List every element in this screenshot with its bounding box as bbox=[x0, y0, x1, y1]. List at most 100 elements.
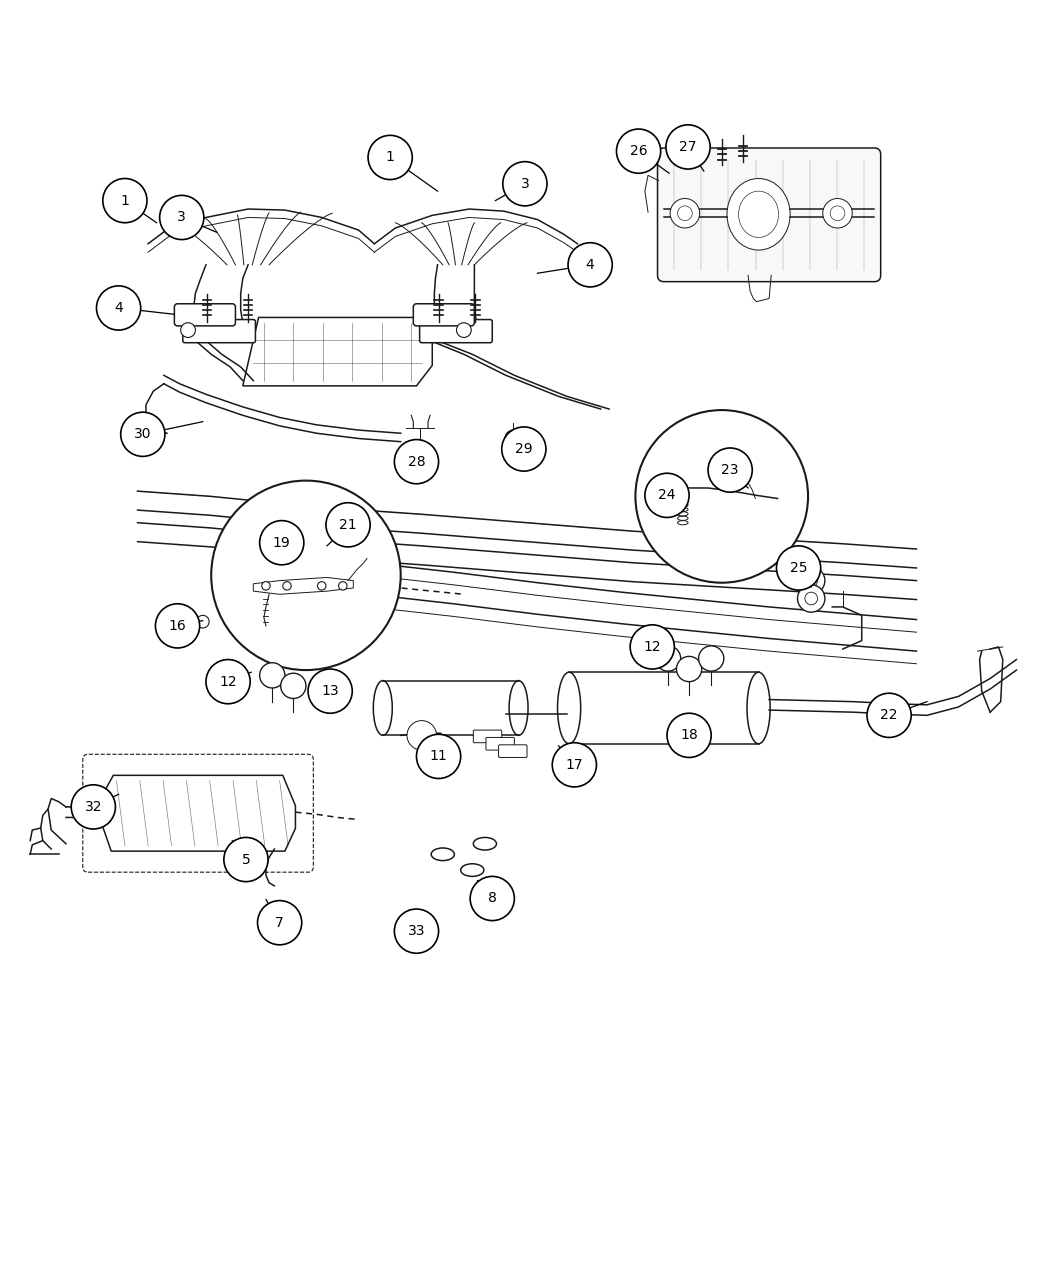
Circle shape bbox=[805, 575, 818, 587]
FancyBboxPatch shape bbox=[419, 319, 492, 342]
Text: 17: 17 bbox=[566, 757, 583, 771]
Circle shape bbox=[121, 412, 164, 456]
Text: 11: 11 bbox=[430, 750, 448, 764]
Ellipse shape bbox=[373, 681, 392, 736]
Circle shape bbox=[645, 474, 689, 517]
Circle shape bbox=[470, 876, 514, 921]
Text: 7: 7 bbox=[275, 916, 284, 930]
Circle shape bbox=[159, 195, 203, 240]
Text: 5: 5 bbox=[241, 853, 251, 867]
Ellipse shape bbox=[509, 681, 528, 736]
Circle shape bbox=[805, 593, 818, 605]
Text: 13: 13 bbox=[321, 684, 339, 699]
Text: 19: 19 bbox=[273, 536, 291, 549]
Circle shape bbox=[257, 900, 301, 945]
FancyBboxPatch shape bbox=[174, 304, 235, 326]
Text: 21: 21 bbox=[339, 517, 357, 531]
Text: 12: 12 bbox=[643, 640, 661, 654]
Text: 32: 32 bbox=[84, 799, 102, 813]
Circle shape bbox=[416, 734, 461, 779]
Circle shape bbox=[72, 785, 116, 829]
Circle shape bbox=[317, 581, 326, 590]
Circle shape bbox=[831, 206, 845, 221]
Ellipse shape bbox=[473, 838, 496, 850]
Text: 27: 27 bbox=[679, 140, 697, 155]
Circle shape bbox=[338, 581, 347, 590]
Ellipse shape bbox=[747, 672, 770, 743]
Text: 4: 4 bbox=[114, 301, 123, 315]
Circle shape bbox=[552, 743, 597, 787]
Circle shape bbox=[656, 646, 681, 672]
Ellipse shape bbox=[558, 672, 581, 743]
Circle shape bbox=[677, 656, 702, 682]
Circle shape bbox=[282, 581, 291, 590]
Ellipse shape bbox=[727, 179, 790, 250]
Circle shape bbox=[666, 125, 710, 169]
Circle shape bbox=[456, 323, 471, 337]
Text: 8: 8 bbox=[488, 891, 496, 905]
Text: 26: 26 bbox=[629, 144, 647, 158]
Text: 3: 3 bbox=[177, 211, 187, 225]
Circle shape bbox=[630, 624, 675, 669]
Circle shape bbox=[394, 439, 438, 484]
Text: 24: 24 bbox=[659, 488, 676, 502]
Ellipse shape bbox=[461, 863, 484, 876]
Text: 1: 1 bbox=[120, 194, 130, 208]
Text: 18: 18 bbox=[680, 728, 698, 742]
Circle shape bbox=[798, 585, 825, 612]
Circle shape bbox=[867, 693, 912, 737]
Text: 28: 28 bbox=[408, 455, 425, 469]
Text: 3: 3 bbox=[521, 176, 529, 190]
Circle shape bbox=[617, 129, 661, 174]
Circle shape bbox=[368, 135, 412, 180]
Text: 25: 25 bbox=[789, 561, 807, 575]
Text: 23: 23 bbox=[721, 464, 739, 478]
Circle shape bbox=[505, 430, 522, 447]
Ellipse shape bbox=[739, 192, 779, 238]
FancyBboxPatch shape bbox=[182, 319, 255, 342]
Circle shape bbox=[308, 669, 352, 714]
Text: 22: 22 bbox=[880, 709, 898, 723]
FancyBboxPatch shape bbox=[413, 304, 474, 326]
Text: 29: 29 bbox=[515, 442, 532, 456]
Text: 1: 1 bbox=[386, 151, 394, 165]
FancyBboxPatch shape bbox=[486, 737, 514, 750]
Circle shape bbox=[699, 646, 724, 672]
Circle shape bbox=[206, 659, 250, 704]
Circle shape bbox=[823, 198, 853, 229]
Circle shape bbox=[670, 198, 700, 229]
Circle shape bbox=[708, 448, 753, 492]
FancyBboxPatch shape bbox=[658, 148, 881, 282]
Circle shape bbox=[261, 581, 270, 590]
Circle shape bbox=[678, 206, 692, 221]
Circle shape bbox=[259, 521, 304, 564]
Circle shape bbox=[97, 286, 140, 329]
Text: 16: 16 bbox=[169, 619, 187, 633]
Circle shape bbox=[211, 480, 401, 670]
Circle shape bbox=[568, 243, 612, 287]
Circle shape bbox=[259, 663, 285, 688]
FancyBboxPatch shape bbox=[499, 744, 527, 757]
FancyBboxPatch shape bbox=[473, 730, 502, 743]
Text: 4: 4 bbox=[586, 258, 594, 272]
Circle shape bbox=[196, 616, 209, 628]
Polygon shape bbox=[242, 318, 432, 386]
Circle shape bbox=[777, 545, 821, 590]
Circle shape bbox=[503, 162, 547, 206]
Circle shape bbox=[798, 567, 825, 594]
Text: 30: 30 bbox=[134, 428, 152, 442]
Circle shape bbox=[280, 673, 306, 699]
Circle shape bbox=[103, 179, 147, 222]
Circle shape bbox=[407, 720, 436, 750]
Text: 12: 12 bbox=[219, 674, 237, 688]
Circle shape bbox=[394, 909, 438, 953]
Polygon shape bbox=[253, 577, 353, 594]
Circle shape bbox=[326, 503, 370, 547]
Circle shape bbox=[667, 714, 711, 757]
Circle shape bbox=[223, 838, 268, 881]
Circle shape bbox=[502, 427, 546, 471]
Circle shape bbox=[180, 323, 195, 337]
Circle shape bbox=[155, 604, 199, 647]
Circle shape bbox=[636, 410, 808, 582]
Polygon shape bbox=[101, 775, 295, 852]
